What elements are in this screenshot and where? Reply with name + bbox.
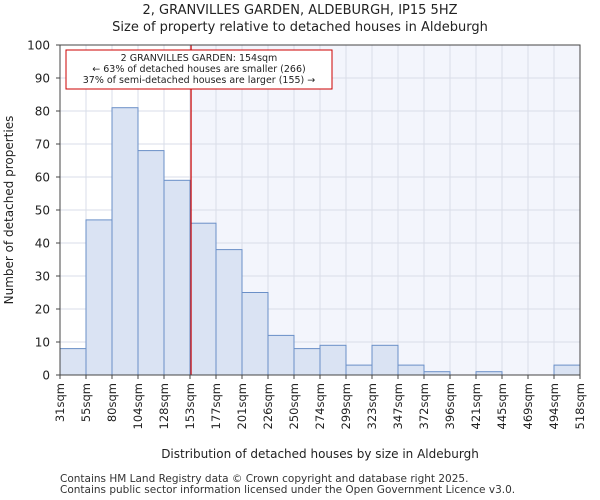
bar <box>293 348 321 376</box>
bar <box>319 344 347 376</box>
x-tick-label: 104sqm <box>131 383 145 429</box>
annotation-line-1: 2 GRANVILLES GARDEN: 154sqm <box>121 53 278 64</box>
bar <box>163 179 191 376</box>
x-tick-label: 396sqm <box>443 383 457 429</box>
bar <box>553 364 581 376</box>
x-tick-label: 372sqm <box>417 383 431 429</box>
y-tick-label: 20 <box>35 303 50 317</box>
x-tick-label: 274sqm <box>313 383 327 429</box>
y-tick-label: 10 <box>35 336 50 350</box>
x-tick-label: 201sqm <box>235 383 249 429</box>
footer-copyright: Contains HM Land Registry data © Crown c… <box>60 473 469 485</box>
bar <box>215 249 243 376</box>
x-tick-label: 177sqm <box>209 383 223 429</box>
bar <box>111 107 139 376</box>
x-tick-label: 226sqm <box>261 383 275 429</box>
grid-lines <box>60 45 580 375</box>
x-tick-label: 55sqm <box>79 383 93 422</box>
y-tick-label: 80 <box>35 105 50 119</box>
x-tick-label: 299sqm <box>339 383 353 429</box>
chart-subtitle: Size of property relative to detached ho… <box>112 20 488 35</box>
bar <box>137 150 165 376</box>
y-tick-label: 30 <box>35 270 50 284</box>
x-tick-label: 518sqm <box>573 383 587 429</box>
x-tick-label: 469sqm <box>521 383 535 429</box>
x-tick-label: 494sqm <box>547 383 561 429</box>
footer-licence: Contains public sector information licen… <box>60 484 516 496</box>
y-tick-label: 100 <box>27 39 50 53</box>
y-axis-label: Number of detached properties <box>2 116 16 305</box>
bar <box>371 344 399 376</box>
bar <box>345 364 373 376</box>
histogram-chart: 0 10 20 30 40 50 60 70 80 90 100 31sqm 55sqm 80sqm 10… <box>2 39 587 462</box>
y-tick-label: 60 <box>35 171 50 185</box>
y-tick-label: 90 <box>35 72 50 86</box>
y-axis: 0 10 20 30 40 50 60 70 80 90 100 <box>27 39 60 383</box>
annotation-line-3: 37% of semi-detached houses are larger (… <box>83 75 316 86</box>
annotation-box: 2 GRANVILLES GARDEN: 154sqm ← 63% of det… <box>65 49 333 90</box>
y-tick-label: 0 <box>42 369 50 383</box>
x-tick-label: 31sqm <box>53 383 67 422</box>
bar <box>85 219 113 376</box>
bar <box>241 292 269 376</box>
x-tick-label: 80sqm <box>105 383 119 422</box>
x-tick-label: 128sqm <box>157 383 171 429</box>
chart-title: 2, GRANVILLES GARDEN, ALDEBURGH, IP15 5H… <box>142 3 458 18</box>
y-tick-label: 50 <box>35 204 50 218</box>
bar <box>189 222 217 376</box>
y-tick-label: 70 <box>35 138 50 152</box>
bar <box>397 364 425 376</box>
x-tick-label: 250sqm <box>287 383 301 429</box>
x-tick-label: 421sqm <box>469 383 483 429</box>
x-axis-label: Distribution of detached houses by size … <box>161 447 479 461</box>
x-tick-label: 323sqm <box>365 383 379 429</box>
x-tick-label: 153sqm <box>183 383 197 429</box>
x-axis: 31sqm 55sqm 80sqm 104sqm 128sqm 153sqm 177sqm 2… <box>53 375 587 429</box>
y-tick-label: 40 <box>35 237 50 251</box>
x-tick-label: 445sqm <box>495 383 509 429</box>
annotation-line-2: ← 63% of detached houses are smaller (26… <box>92 64 305 75</box>
bar <box>267 334 295 376</box>
x-tick-label: 347sqm <box>391 383 405 429</box>
bar <box>59 348 87 376</box>
